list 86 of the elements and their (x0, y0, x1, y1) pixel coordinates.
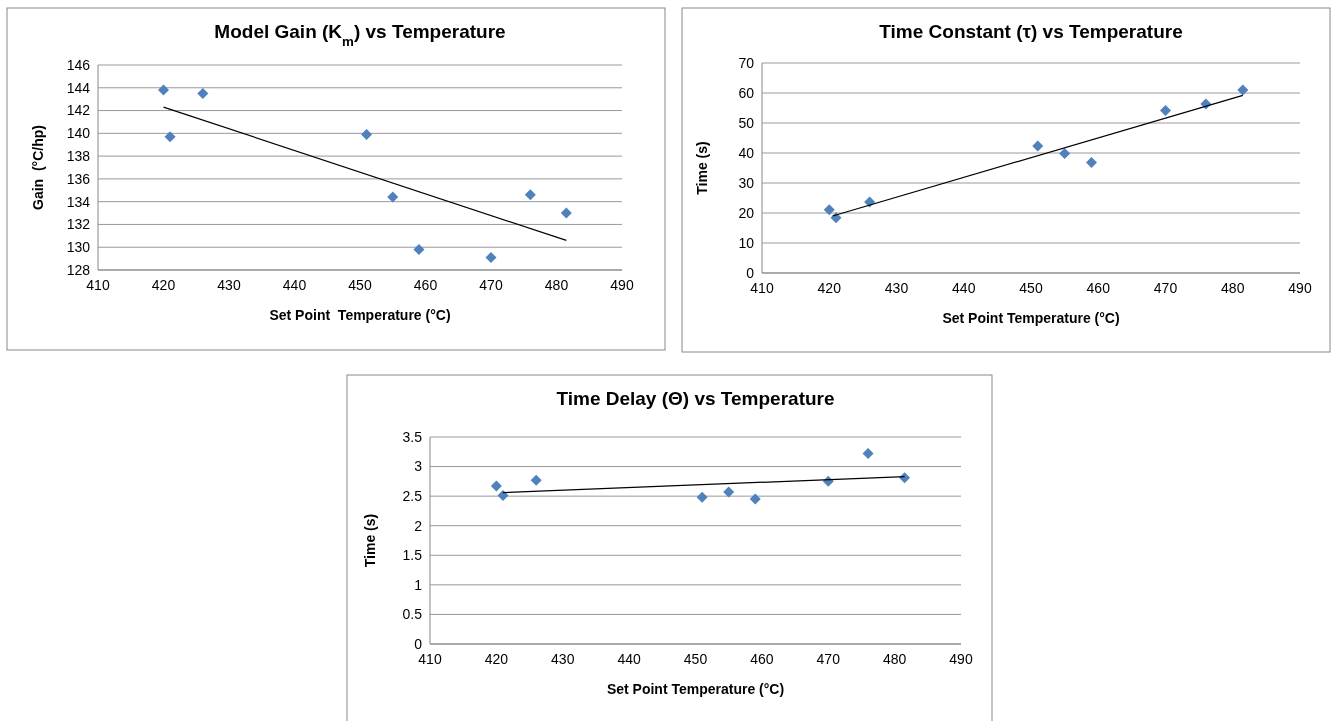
point (1086, 157, 1098, 169)
y-tick-label: 132 (66, 216, 91, 233)
y-tick-label: 140 (66, 125, 91, 142)
point (560, 207, 572, 219)
point (696, 491, 708, 503)
chart-title: Time Delay (Θ) vs Temperature (556, 388, 835, 409)
y-tick-label: 70 (738, 54, 755, 71)
x-tick-label: 430 (217, 277, 241, 293)
y-axis-title: Time (s) (694, 141, 710, 195)
y-tick-label: 130 (66, 239, 91, 256)
point (723, 486, 735, 498)
point (361, 128, 373, 140)
y-tick-label: 138 (66, 148, 91, 165)
point (197, 87, 209, 99)
x-axis-title: Set Point Temperature (°C) (606, 681, 785, 697)
y-axis-title: Time (s) (362, 513, 378, 568)
y-tick-label: 0 (746, 264, 755, 281)
x-tick-label: 420 (151, 277, 176, 293)
y-tick-label: 146 (66, 56, 91, 73)
y-tick-label: 0 (414, 635, 423, 652)
y-tick-label: 40 (738, 144, 755, 161)
x-tick-label: 470 (816, 651, 841, 667)
chart-title: Model Gain (K$_{m}$) vs Temperature (214, 21, 506, 49)
y-tick-label: 10 (738, 234, 755, 251)
y-tick-label: 2 (414, 517, 423, 534)
y-tick-label: 128 (66, 261, 91, 278)
point (413, 244, 425, 255)
point (1237, 84, 1249, 96)
chart-title: Time Constant (τ) vs Temperature (879, 21, 1183, 42)
x-tick-label: 440 (282, 277, 307, 293)
y-tick-label: 2.5 (402, 488, 423, 505)
x-tick-label: 440 (952, 280, 976, 296)
x-tick-label: 490 (949, 651, 973, 667)
point (1160, 104, 1171, 116)
point (1059, 148, 1071, 160)
x-tick-label: 450 (683, 651, 708, 667)
x-tick-label: 450 (1019, 280, 1043, 296)
point (387, 191, 399, 203)
x-tick-label: 460 (413, 277, 438, 293)
y-tick-label: 3 (414, 458, 423, 475)
point (490, 480, 502, 492)
point (1032, 140, 1044, 152)
y-tick-label: 142 (66, 102, 91, 119)
x-tick-label: 460 (750, 651, 774, 667)
y-tick-label: 134 (66, 193, 91, 210)
y-tick-label: 136 (66, 170, 91, 187)
y-tick-label: 50 (738, 114, 755, 131)
x-tick-label: 490 (1288, 280, 1312, 296)
y-tick-label: 30 (738, 174, 755, 191)
point (497, 490, 509, 502)
x-tick-label: 470 (1153, 280, 1178, 296)
x-tick-label: 430 (884, 280, 909, 296)
x-tick-label: 480 (882, 651, 907, 667)
x-axis-title: Set Point Temperature (°C) (942, 310, 1120, 326)
x-tick-label: 440 (617, 651, 642, 667)
point (864, 196, 876, 208)
x-tick-label: 420 (817, 280, 842, 296)
point (899, 472, 911, 484)
point (485, 251, 497, 263)
y-tick-label: 3.5 (402, 428, 423, 445)
point (823, 204, 835, 216)
x-tick-label: 450 (348, 277, 372, 293)
point (862, 448, 874, 460)
y-tick-label: 20 (738, 204, 755, 221)
x-axis-title: Set Point Temperature (°C) (269, 307, 451, 323)
x-tick-label: 490 (610, 277, 634, 293)
x-tick-label: 480 (544, 277, 569, 293)
x-tick-label: 480 (1221, 280, 1245, 296)
x-tick-label: 410 (418, 651, 442, 667)
x-tick-label: 410 (750, 280, 774, 296)
point (164, 131, 176, 143)
point (158, 84, 169, 96)
point (749, 493, 761, 505)
y-tick-label: 144 (66, 79, 91, 96)
y-tick-label: 1.5 (402, 547, 423, 564)
y-tick-label: 0.5 (402, 606, 423, 623)
y-tick-label: 1 (414, 576, 423, 593)
point (524, 189, 536, 201)
x-tick-label: 420 (484, 651, 509, 667)
point (530, 474, 542, 486)
x-tick-label: 410 (86, 277, 110, 293)
y-axis-title: Gain (°C/hp) (30, 125, 46, 210)
x-tick-label: 470 (479, 277, 503, 293)
x-tick-label: 460 (1086, 280, 1111, 296)
x-tick-label: 430 (551, 651, 575, 667)
y-tick-label: 60 (738, 84, 755, 101)
